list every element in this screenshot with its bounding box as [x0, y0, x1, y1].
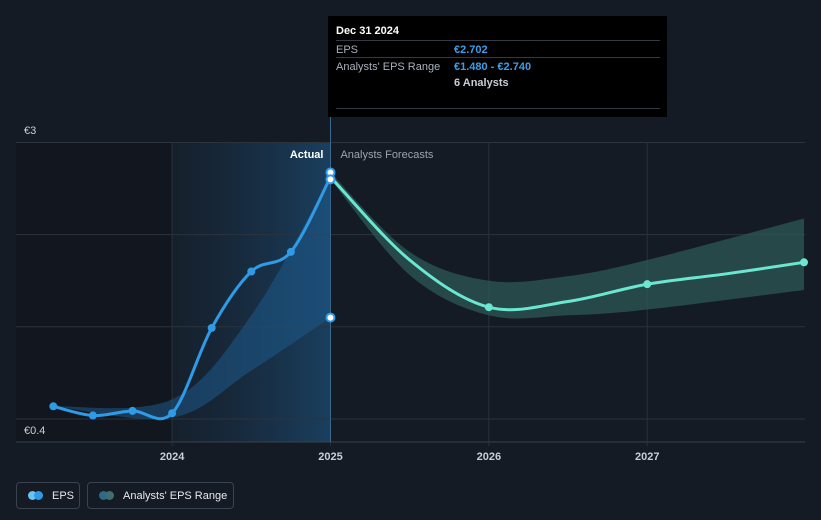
eps-point-5: [247, 267, 256, 276]
forecast-point-1: [643, 280, 652, 289]
tooltip-range-value: €1.480 - €2.740: [454, 61, 532, 73]
tooltip-row-range: Analysts' EPS Range €1.480 - €2.740: [336, 57, 660, 75]
x-tick-label-2025: 2025: [318, 451, 342, 463]
legend-range-label: Analysts' EPS Range: [123, 489, 228, 502]
eps-point-1: [88, 411, 97, 420]
x-tick-label-2026: 2026: [477, 451, 501, 463]
eps-forecast-line: [329, 176, 805, 312]
tooltip-eps-label: EPS: [336, 44, 359, 56]
tooltip-analysts: 6 Analysts: [454, 77, 509, 89]
x-tick-label-2024: 2024: [160, 451, 185, 463]
tooltip-divider: [336, 108, 660, 109]
past-background: [16, 142, 173, 442]
highlight-point-1: [325, 174, 336, 185]
legend-item-eps-range[interactable]: Analysts' EPS Range: [87, 482, 234, 509]
tooltip-eps-value: €2.702: [454, 44, 488, 56]
forecast-label: Analysts Forecasts: [340, 149, 433, 161]
tooltip-range-label: Analysts' EPS Range: [336, 61, 441, 73]
eps-range-band-forecast: [330, 172, 804, 319]
eps-point-0: [49, 402, 58, 411]
legend-item-eps[interactable]: EPS: [16, 482, 80, 509]
x-tick-label-2027: 2027: [635, 451, 659, 463]
eps-point-3: [168, 409, 177, 418]
range-legend-icon: [99, 491, 115, 500]
highlight-point-2: [325, 312, 336, 323]
forecast-point-2: [800, 258, 808, 267]
y-axis-max-label: €3: [24, 125, 36, 137]
eps-range-band-historical: [53, 177, 331, 420]
tooltip-row-eps: EPS €2.702: [336, 40, 660, 58]
eps-point-4: [207, 323, 216, 332]
eps-point-2: [128, 406, 137, 415]
range-legend-dot: [105, 491, 114, 500]
eps-legend-icon: [28, 491, 44, 500]
eps-legend-dot: [34, 491, 43, 500]
forecast-point-0: [484, 303, 493, 312]
eps-point-6: [286, 247, 295, 256]
actual-label: Actual: [290, 149, 324, 161]
eps-legend-dot-light: [28, 491, 37, 500]
tooltip-date: Dec 31 2024: [336, 25, 399, 37]
y-axis-min-label: €0.4: [24, 425, 45, 437]
legend-eps-label: EPS: [52, 489, 75, 502]
range-legend-dot-light: [99, 491, 108, 500]
tooltip: Dec 31 2024 EPS €2.702 Analysts' EPS Ran…: [328, 16, 667, 117]
